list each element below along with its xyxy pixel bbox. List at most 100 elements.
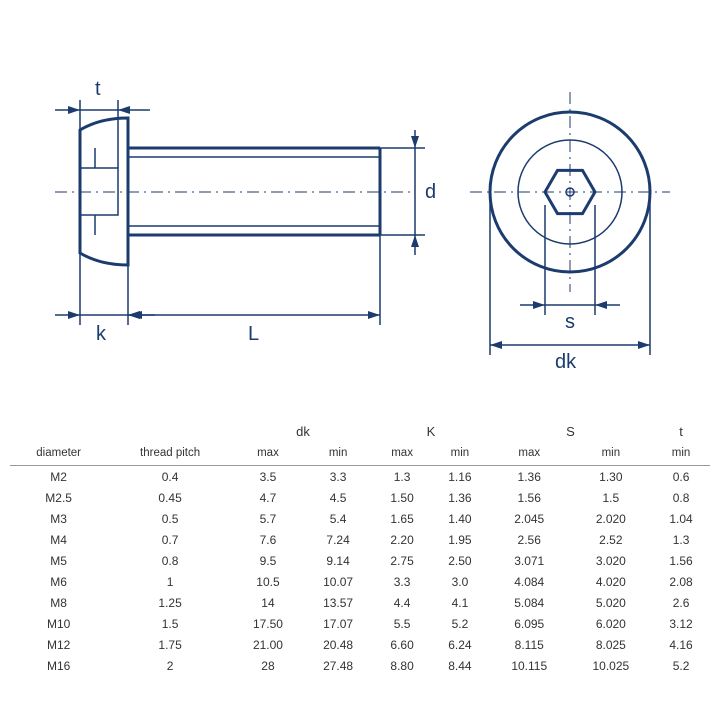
table-cell: 8.115 [489,634,570,655]
table-cell: 6.24 [431,634,489,655]
table-cell: 3.5 [233,466,303,488]
table-cell: 0.6 [652,466,710,488]
sub-header-cell: max [489,443,570,466]
table-cell: 10.07 [303,571,373,592]
table-cell: 1.5 [570,487,652,508]
table-cell: 1.75 [107,634,233,655]
dim-label-L: L [248,323,259,345]
table-cell: 28 [233,655,303,676]
table-row: M1622827.488.808.4410.11510.0255.2 [10,655,710,676]
table-row: M121.7521.0020.486.606.248.1158.0254.16 [10,634,710,655]
table-cell: 3.071 [489,550,570,571]
sub-header-cell: thread pitch [107,443,233,466]
dimensions-table: dkKSt diameterthread pitchmaxminmaxminma… [10,420,710,676]
table-cell: 1.25 [107,592,233,613]
group-header-cell: t [652,420,710,443]
table-cell: 8.80 [373,655,431,676]
table-row: M2.50.454.74.51.501.361.561.50.8 [10,487,710,508]
dim-label-dk: dk [555,351,577,373]
table-cell: 1.04 [652,508,710,529]
sub-header-cell: max [233,443,303,466]
table-cell: 5.5 [373,613,431,634]
table-cell: 1.56 [489,487,570,508]
table-cell: 13.57 [303,592,373,613]
table-cell: 4.16 [652,634,710,655]
table-cell: 17.50 [233,613,303,634]
table-cell: 1.30 [570,466,652,488]
table-cell: 1.3 [373,466,431,488]
table-cell: 1 [107,571,233,592]
table-cell: 7.6 [233,529,303,550]
table-cell: 17.07 [303,613,373,634]
table-cell: 0.45 [107,487,233,508]
table-cell: 3.020 [570,550,652,571]
table-cell: 8.44 [431,655,489,676]
table-cell: 1.65 [373,508,431,529]
table-cell: 1.5 [107,613,233,634]
table-cell: 1.16 [431,466,489,488]
table-cell: 5.2 [431,613,489,634]
table-row: M40.77.67.242.201.952.562.521.3 [10,529,710,550]
table-cell: 4.4 [373,592,431,613]
table-cell: 2.045 [489,508,570,529]
table-row: M20.43.53.31.31.161.361.300.6 [10,466,710,488]
table-cell: 2.56 [489,529,570,550]
table-cell: 4.084 [489,571,570,592]
table-cell: 1.3 [652,529,710,550]
table-cell: 0.8 [652,487,710,508]
table-cell: 7.24 [303,529,373,550]
table-cell: M3 [10,508,107,529]
dim-label-t: t [95,78,101,100]
table-cell: M2.5 [10,487,107,508]
table-cell: 0.4 [107,466,233,488]
table-row: M101.517.5017.075.55.26.0956.0203.12 [10,613,710,634]
table-cell: M2 [10,466,107,488]
table-cell: 5.2 [652,655,710,676]
table-cell: 10.5 [233,571,303,592]
table-cell: 0.5 [107,508,233,529]
table-cell: 3.0 [431,571,489,592]
table-row: M81.251413.574.44.15.0845.0202.6 [10,592,710,613]
dim-label-k: k [96,323,107,345]
sub-header-cell: max [373,443,431,466]
table-cell: 6.095 [489,613,570,634]
group-header-cell: S [489,420,652,443]
table-cell: 1.36 [431,487,489,508]
dim-label-d: d [425,181,436,203]
table-cell: M5 [10,550,107,571]
table-cell: 10.025 [570,655,652,676]
table-cell: 2.6 [652,592,710,613]
table-cell: 10.115 [489,655,570,676]
table-cell: 9.5 [233,550,303,571]
sub-header-cell: min [570,443,652,466]
table-cell: M8 [10,592,107,613]
table-cell: 0.8 [107,550,233,571]
group-header-cell: dk [233,420,373,443]
table-cell: 2.08 [652,571,710,592]
table-cell: 8.025 [570,634,652,655]
table-cell: 2.52 [570,529,652,550]
table-cell: 14 [233,592,303,613]
table-row: M50.89.59.142.752.503.0713.0201.56 [10,550,710,571]
sub-header-cell: min [652,443,710,466]
sub-header-cell: min [303,443,373,466]
table-cell: 2.75 [373,550,431,571]
group-header-cell [107,420,233,443]
table-cell: 1.95 [431,529,489,550]
table-cell: 6.020 [570,613,652,634]
table-cell: 4.5 [303,487,373,508]
table-row: M6110.510.073.33.04.0844.0202.08 [10,571,710,592]
dim-label-s: s [565,311,575,333]
table-cell: 4.020 [570,571,652,592]
table-cell: 4.1 [431,592,489,613]
table-cell: 4.7 [233,487,303,508]
table-cell: 2.020 [570,508,652,529]
table-row: M30.55.75.41.651.402.0452.0201.04 [10,508,710,529]
table-cell: M10 [10,613,107,634]
table-cell: M12 [10,634,107,655]
table-cell: 6.60 [373,634,431,655]
group-header-cell [10,420,107,443]
table-cell: 0.7 [107,529,233,550]
table-cell: 2.50 [431,550,489,571]
table-cell: 5.7 [233,508,303,529]
